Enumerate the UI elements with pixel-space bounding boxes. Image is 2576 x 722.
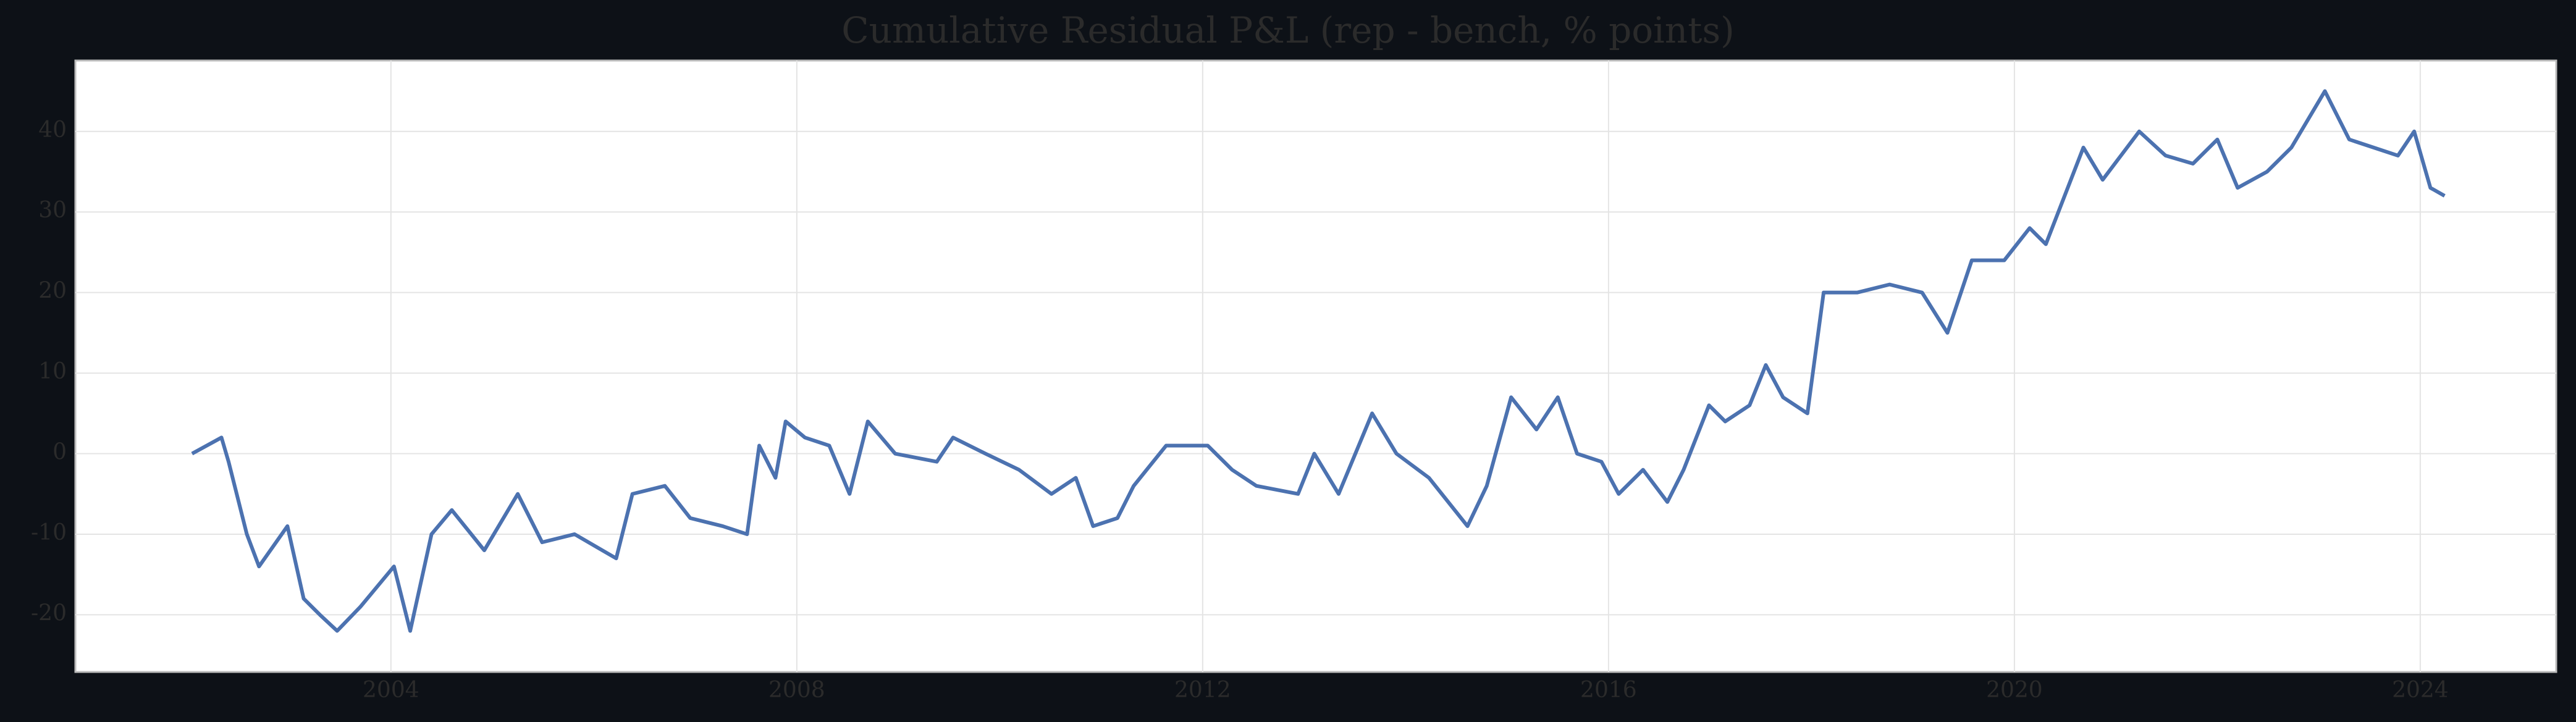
y-tick-label: 20: [38, 279, 67, 304]
y-tick-label: 30: [38, 198, 67, 223]
y-tick-label: -20: [31, 600, 67, 626]
x-tick-label: 2016: [1580, 678, 1637, 703]
line: [191, 89, 2446, 633]
x-tick-label: 2020: [1986, 678, 2043, 703]
y-tick-label: 10: [38, 359, 67, 384]
x-tick-label: 2012: [1174, 678, 1231, 703]
y-tick-label: 40: [38, 117, 67, 143]
plot-area: [74, 59, 2557, 673]
y-tick-label: -10: [31, 520, 67, 545]
x-tick-label: 2004: [363, 678, 419, 703]
chart-title: Cumulative Residual P&L (rep - bench, % …: [841, 9, 1735, 51]
y-tick-label: 0: [53, 440, 67, 465]
x-tick-label: 2008: [768, 678, 825, 703]
x-tick-label: 2024: [2392, 678, 2449, 703]
